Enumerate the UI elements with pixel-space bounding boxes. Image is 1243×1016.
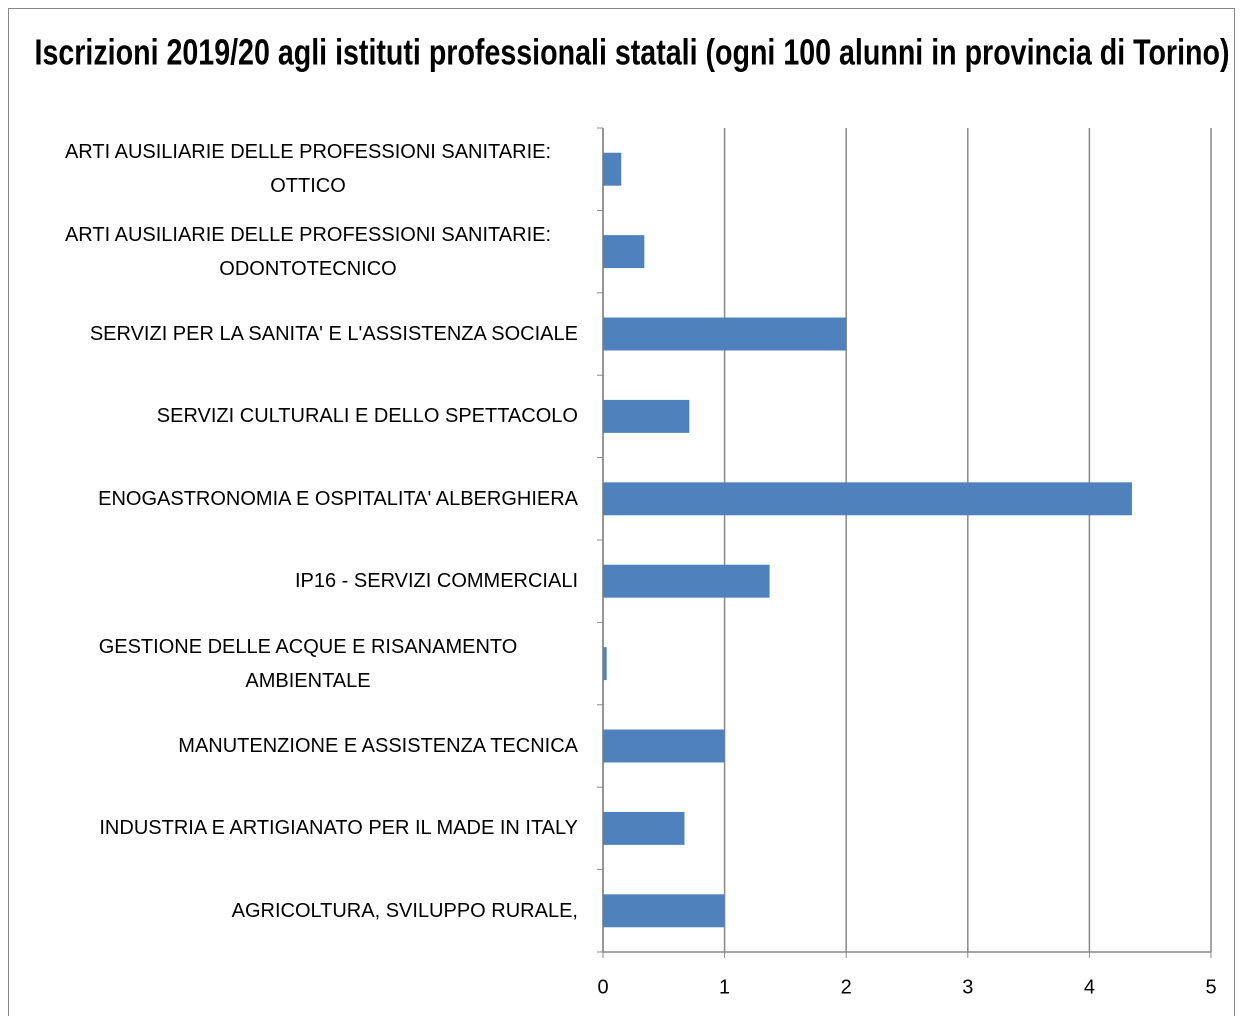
y-tick-label: SERVIZI PER LA SANITA' E L'ASSISTENZA SO… [89, 323, 578, 345]
bar [603, 729, 725, 763]
chart-title: Iscrizioni 2019/20 agli istituti profess… [35, 32, 1230, 73]
bar [603, 647, 607, 681]
x-tick-label: 2 [841, 976, 852, 998]
x-tick-label: 1 [719, 976, 730, 998]
x-tick-label: 3 [962, 976, 973, 998]
bar [603, 317, 847, 351]
y-tick-label: INDUSTRIA E ARTIGIANATO PER IL MADE IN I… [99, 817, 578, 840]
bar [603, 399, 690, 433]
y-tick-label: ENOGASTRONOMIA E OSPITALITA' ALBERGHIERA [98, 487, 578, 510]
bar [603, 564, 770, 598]
y-tick-label: ARTI AUSILIARIE DELLE PROFESSIONI SANITA… [64, 223, 552, 280]
y-tick-label: GESTIONE DELLE ACQUE E RISANAMENTO AMBIE… [98, 635, 518, 692]
bar [603, 482, 1132, 516]
y-tick-label: SERVIZI CULTURALI E DELLO SPETTACOLO [156, 405, 578, 428]
bar [603, 811, 685, 845]
bar [603, 235, 645, 269]
bar [603, 894, 725, 928]
y-tick-label: ARTI AUSILIARIE DELLE PROFESSIONI SANITA… [64, 141, 552, 198]
x-tick-label: 4 [1084, 976, 1095, 998]
x-tick-label: 5 [1205, 976, 1216, 998]
y-tick-label: MANUTENZIONE E ASSISTENZA TECNICA [178, 735, 578, 757]
y-tick-label: AGRICOLTURA, SVILUPPO RURALE, [231, 899, 578, 922]
chart-border [8, 8, 1235, 1016]
x-tick-label: 0 [597, 976, 608, 998]
y-tick-label: IP16 - SERVIZI COMMERCIALI [294, 570, 578, 593]
bar [603, 152, 622, 186]
